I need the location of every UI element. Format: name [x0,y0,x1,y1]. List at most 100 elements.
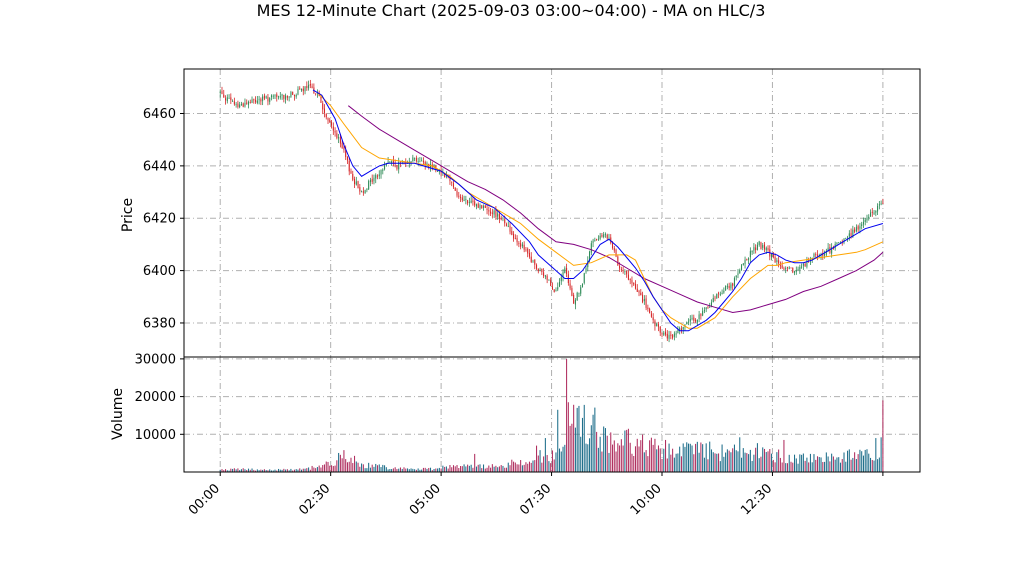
candle-body [504,219,506,224]
volume-bar [327,461,329,472]
candle-body [475,204,477,207]
candle-body [456,190,458,196]
volume-bar [283,468,285,472]
candle-body [391,161,393,164]
candle-body [620,269,622,271]
candle-body [521,244,523,247]
candle-body [380,169,382,175]
volume-bar [518,464,520,472]
volume-bar [299,468,301,472]
candle-body [811,257,813,259]
candle-body [702,311,704,316]
volume-bar [705,443,707,472]
volume-bar [753,454,755,472]
volume-bar [557,409,559,472]
volume-bar [368,462,370,472]
candle-body [279,96,281,98]
volume-bar [472,467,474,472]
volume-bar [260,469,262,472]
candle-body [338,137,340,139]
candle-body [866,217,868,221]
volume-bar [484,468,486,472]
volume-bar [767,451,769,472]
candle-body [486,208,488,210]
candle-body [550,280,552,286]
time-tick-label: 00:00 [186,481,223,518]
candle-body [481,205,483,209]
volume-bar [762,447,764,472]
candle-body [244,102,246,107]
candle-body [624,271,626,272]
price-axis-label: Price [120,198,136,232]
volume-bar [401,468,403,472]
candle-body [322,103,324,110]
volume-bar [407,468,409,472]
candle-body [801,266,803,268]
volume-bar [682,443,684,472]
volume-bar [585,443,587,472]
candle-body [352,173,354,180]
candle-body [687,321,690,323]
volume-bar [802,453,804,472]
volume-bar [583,404,585,472]
candle-body [514,238,516,240]
volume-bar [437,468,439,472]
candle-body [518,243,520,244]
volume-bar [786,463,788,472]
volume-bar [672,448,674,472]
volume-bar [869,457,872,472]
candle-body [709,306,711,308]
volume-bar [746,453,748,472]
candle-body [797,268,799,270]
candle-body [345,150,347,157]
volume-bar [240,469,242,472]
candle-body [502,218,504,220]
candle-body [642,294,644,303]
volume-bar [223,470,225,472]
volume-bar [691,445,693,472]
volume-bar [679,446,681,472]
candle-body [815,254,817,256]
candle-body [523,244,525,250]
volume-bar [440,468,442,472]
candle-body [490,211,492,214]
volume-bar [590,425,592,472]
volume-bar [769,449,771,472]
candle-body [396,165,398,169]
volume-bar [279,469,281,472]
volume-bar [624,430,626,472]
volume-bar [619,445,621,472]
candle-body [638,290,640,293]
candle-body [861,224,863,226]
volume-bar [574,427,576,472]
candle-body [633,282,635,285]
candle-body [864,219,866,222]
volume-bar [640,440,642,472]
candle-body [735,275,737,278]
candle-body [292,91,294,95]
candle-body [332,126,334,131]
volume-bar [396,469,398,472]
candle-body [256,100,258,103]
volume-bar [834,459,836,472]
volume-bar [721,444,723,472]
candle-body [733,278,735,287]
candle-body [348,160,350,172]
candle-body [323,108,326,114]
candle-body [703,310,705,312]
candle-body [742,263,744,265]
volume-bar [521,465,523,472]
volume-bar [315,468,317,472]
candle-body [726,285,728,287]
candle-body [594,240,596,241]
volume-bar [873,460,875,472]
candle-body [557,287,559,290]
candle-body [659,326,661,333]
candle-body [467,200,469,204]
candle-body [269,97,271,102]
volume-bar [663,448,665,472]
volume-bar [286,469,288,472]
candle-body [527,248,529,254]
volume-bar [433,469,435,472]
time-tick-label: 07:30 [517,481,554,518]
